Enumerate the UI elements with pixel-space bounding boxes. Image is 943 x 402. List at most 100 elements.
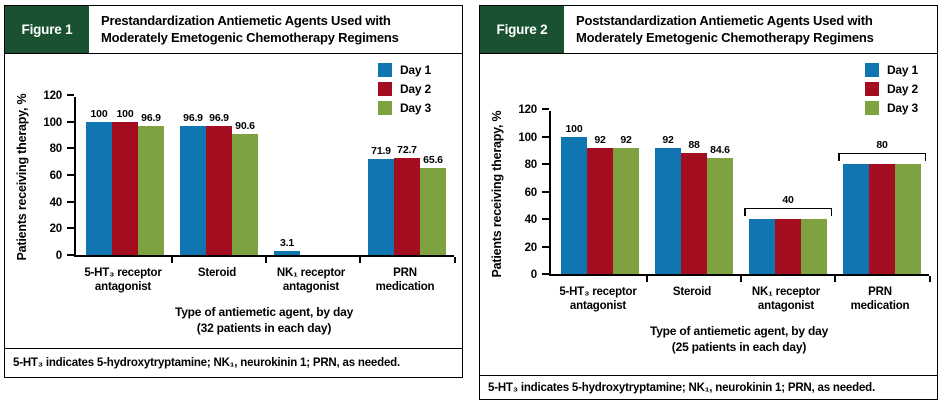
legend-item-day2: Day 2 (377, 82, 431, 96)
y-axis-tick (542, 135, 549, 138)
group-bracket (744, 207, 832, 209)
bar-value-label: 71.9 (371, 145, 391, 158)
figure2-header: Figure 2 Poststandardization Antiemetic … (480, 6, 937, 54)
x-axis-note: (32 patients in each day) (196, 321, 332, 336)
group-bracket-end (830, 207, 832, 216)
y-axis-tick-label: 80 (524, 159, 538, 171)
day1-swatch-icon (377, 63, 392, 77)
category-label: Steroid (672, 286, 712, 298)
bar-value-label: 3.1 (280, 236, 294, 249)
group-bracket-end (924, 152, 926, 161)
figure1-header: Figure 1 Prestandardization Antiemetic A… (5, 6, 462, 54)
x-axis-caption: Type of antiemetic agent, by day (25 pat… (549, 323, 929, 355)
figure1-footnote: 5-HT₃ indicates 5-hydroxytryptamine; NK₁… (5, 348, 462, 377)
y-axis-tick (67, 147, 74, 150)
group-bracket (838, 152, 926, 154)
plot-area: 0 20 40 60 80 100 120 100 92 92 92 88 84.6 40 80 (518, 104, 931, 282)
bar-day2-group2 (681, 153, 707, 274)
y-axis-tick-label: 20 (524, 241, 538, 254)
x-axis-tick (834, 276, 836, 282)
bar-day1-group2 (180, 125, 206, 255)
category-label: PRN medication (375, 267, 435, 293)
bar-day2-group1 (587, 147, 613, 274)
figure2-title: Poststandardization Antiemetic Agents Us… (576, 12, 874, 45)
legend-item-day1: Day 1 (864, 63, 918, 77)
group-bracket-end (838, 152, 840, 161)
bar-day3-group1 (613, 147, 639, 274)
x-axis-tick (359, 257, 361, 263)
legend-item-day2: Day 2 (864, 82, 918, 96)
legend-item-day3: Day 3 (864, 101, 918, 115)
y-axis-tick (67, 120, 74, 123)
y-axis-tick-label: 80 (49, 143, 63, 156)
bar-day3-group3 (801, 219, 827, 274)
y-axis-tick (542, 163, 549, 165)
day1-swatch-icon (864, 63, 879, 77)
y-axis-tick (67, 94, 74, 96)
category-label: PRN medication (850, 286, 910, 312)
bar-day2-group1 (112, 121, 138, 255)
bar-day1-group2 (655, 147, 681, 274)
bar-day2-group4 (869, 164, 895, 274)
x-axis-tick (646, 276, 648, 282)
bar-day3-group2 (232, 134, 258, 255)
figure1-title: Prestandardization Antiemetic Agents Use… (101, 12, 399, 45)
bar-day3-group1 (138, 125, 164, 255)
legend-label-day1: Day 1 (886, 63, 918, 77)
bar-value-label: 100 (90, 107, 108, 120)
bar-day3-group4 (420, 167, 446, 255)
y-axis-tick-label: 60 (49, 170, 63, 182)
y-axis-tick-label: 120 (518, 104, 537, 116)
category-label: Steroid (197, 267, 237, 279)
y-axis-tick (67, 200, 74, 203)
y-axis-label: Patients receiving therapy, % (490, 110, 504, 277)
bar-value-label: 96.9 (209, 111, 229, 124)
y-axis-tick-label: 40 (49, 196, 63, 209)
bar-value-label: 65.6 (423, 153, 443, 166)
plot-area: 0 20 40 60 80 100 120 100 100 96.9 96.9 96.9 90.6 3.1… (43, 90, 456, 263)
legend-label-day1: Day 1 (399, 63, 431, 77)
bar-day1-group4 (368, 159, 394, 255)
bar-value-label: 100 (565, 122, 583, 135)
bar-day3-group2 (707, 157, 733, 274)
figure1-chart: Day 1 Day 2 Day 3 Patients receiving the… (5, 54, 462, 348)
bar-value-label: 84.6 (710, 143, 730, 156)
y-axis-tick-label: 20 (49, 223, 63, 236)
y-axis-tick (542, 218, 549, 220)
x-axis-end-tick (929, 276, 931, 282)
chart-legend: Day 1 Day 2 Day 3 (377, 63, 431, 115)
y-axis-tick (542, 273, 549, 275)
day3-swatch-icon (377, 101, 392, 115)
figure2-panel: Figure 2 Poststandardization Antiemetic … (479, 5, 938, 400)
x-axis-tick (265, 257, 267, 263)
figure2-footnote: 5-HT₃ indicates 5-hydroxytryptamine; NK₁… (480, 375, 937, 399)
bar-value-label: 92 (594, 133, 606, 146)
y-axis-tick (67, 174, 74, 176)
bar-value-label: 88 (688, 139, 700, 151)
group-bracket-end (744, 207, 746, 216)
bar-day1-group1 (561, 136, 587, 274)
figure1-label: Figure 1 (5, 6, 89, 53)
y-axis-tick-label: 100 (43, 116, 62, 129)
group-value-label: 40 (782, 194, 794, 206)
bar-day1-group3 (749, 219, 775, 274)
figure2-label: Figure 2 (480, 6, 564, 53)
x-axis-label: Type of antiemetic agent, by day (174, 305, 354, 319)
y-axis-tick-label: 120 (43, 90, 62, 102)
group-value-label: 80 (876, 139, 888, 151)
day2-swatch-icon (864, 82, 879, 96)
legend-label-day3: Day 3 (886, 101, 918, 115)
y-axis-tick-label: 100 (518, 131, 537, 144)
bar-value-label: 96.9 (183, 111, 203, 124)
chart-legend: Day 1 Day 2 Day 3 (864, 63, 918, 115)
category-label: 5-HT₃ receptor antagonist (559, 286, 637, 312)
bar-value-label: 90.6 (235, 120, 255, 133)
y-axis-tick (542, 190, 549, 193)
y-axis-tick (542, 108, 549, 110)
figure1-panel: Figure 1 Prestandardization Antiemetic A… (4, 5, 463, 378)
y-axis-tick (542, 245, 549, 248)
legend-item-day1: Day 1 (377, 63, 431, 77)
legend-label-day3: Day 3 (399, 101, 431, 115)
bar-day3-group4 (895, 164, 921, 274)
